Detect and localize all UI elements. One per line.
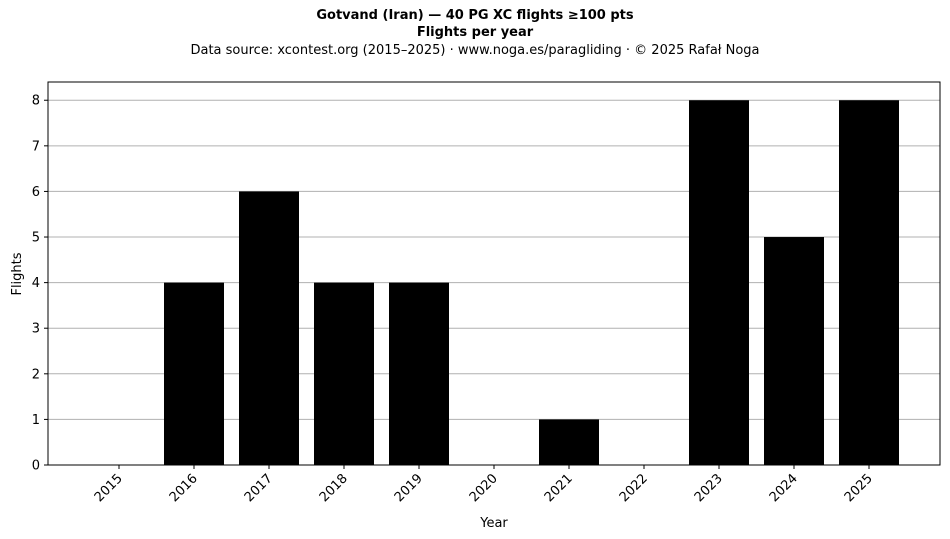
y-tick-label: 3 (32, 322, 40, 337)
x-tick-label: 2020 (467, 471, 501, 505)
y-ticks: 0 1 2 3 4 5 6 7 8 (32, 94, 48, 474)
y-tick-label: 0 (32, 459, 40, 474)
bar-2025 (839, 100, 899, 465)
x-tick-label: 2023 (692, 471, 726, 505)
x-tick-label: 2022 (617, 471, 651, 505)
bar-2019 (389, 282, 449, 465)
x-tick-label: 2018 (317, 471, 351, 505)
x-tick-label: 2016 (167, 471, 201, 505)
x-tick-label: 2019 (392, 471, 426, 505)
chart-title: Gotvand (Iran) — 40 PG XC flights ≥100 p… (316, 8, 634, 23)
bars (164, 100, 899, 465)
y-tick-label: 7 (32, 139, 40, 154)
bar-2017 (239, 191, 299, 465)
x-tick-label: 2025 (842, 471, 876, 505)
x-tick-label: 2017 (242, 471, 276, 505)
y-tick-label: 6 (32, 185, 40, 200)
bar-2023 (689, 100, 749, 465)
y-axis-label: Flights (10, 252, 25, 295)
x-ticks: 2015 2016 2017 2018 2019 2020 2021 2022 2023 2024… (92, 465, 876, 505)
x-tick-label: 2021 (542, 471, 576, 505)
y-tick-label: 1 (32, 413, 40, 428)
y-tick-label: 5 (32, 231, 40, 246)
x-tick-label: 2015 (92, 471, 126, 505)
y-tick-label: 8 (32, 94, 40, 109)
bar-2021 (539, 419, 599, 465)
bar-2018 (314, 282, 374, 465)
chart-source-line: Data source: xcontest.org (2015–2025) · … (190, 43, 760, 58)
y-tick-label: 4 (32, 276, 40, 291)
y-tick-label: 2 (32, 367, 40, 382)
chart-subtitle: Flights per year (416, 25, 534, 40)
x-tick-label: 2024 (767, 471, 801, 505)
bar-2016 (164, 282, 224, 465)
bar-2024 (764, 237, 824, 465)
x-axis-label: Year (479, 516, 508, 531)
